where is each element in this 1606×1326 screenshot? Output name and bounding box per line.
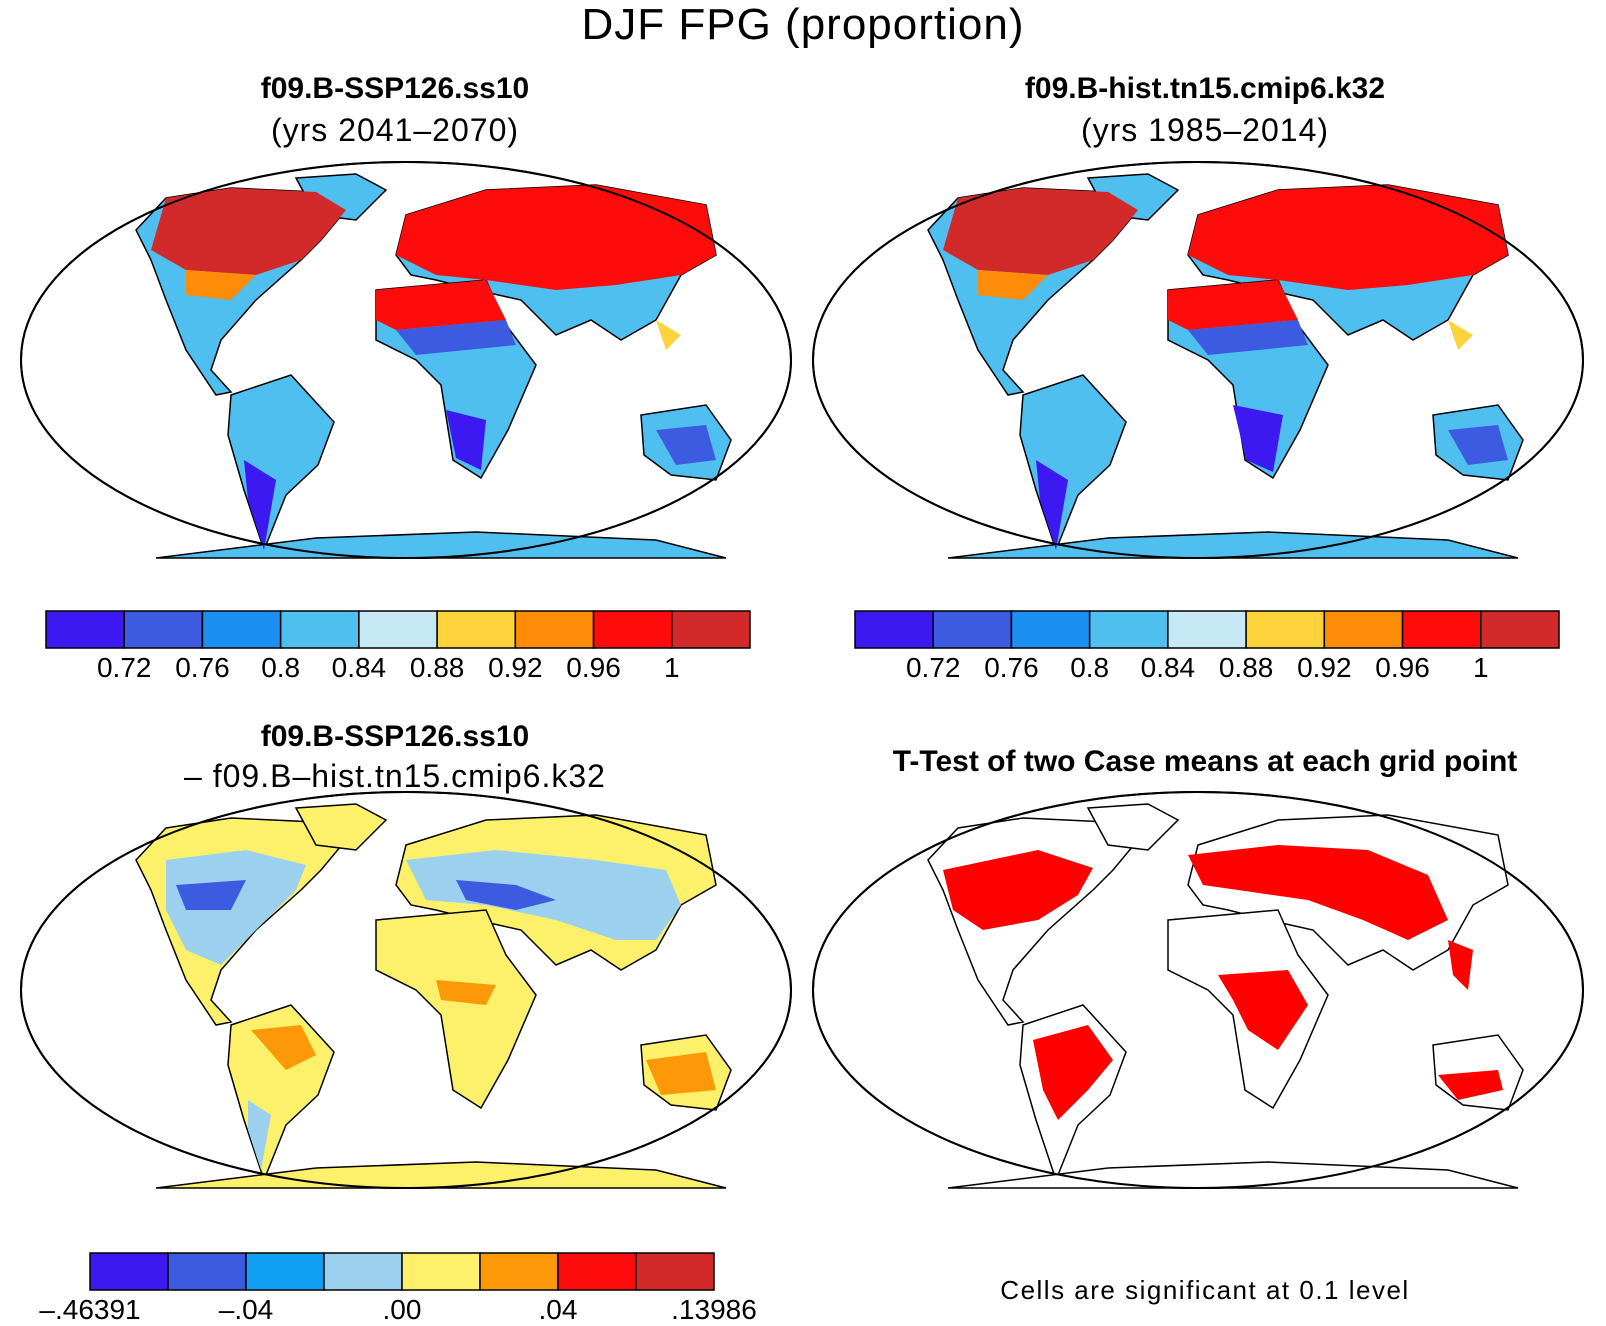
map-bl-fill — [166, 850, 716, 1170]
cb-bl-swatch-2 — [245, 1252, 325, 1291]
cb-tr-swatch-2 — [1010, 610, 1091, 649]
cb-tr-swatch-1 — [932, 610, 1013, 649]
panel-bl-title: f09.B-SSP126.ss10 — [260, 720, 530, 753]
map-tr — [812, 161, 1584, 559]
map-tr-fill — [943, 185, 1508, 550]
cb-tr-label-0: 0.72 — [905, 652, 961, 683]
panel-tl-subtitle: (yrs 2041–2070) — [270, 112, 520, 148]
cb-tr-swatch-0 — [854, 610, 934, 649]
cb-tr-label-1: 0.76 — [984, 652, 1039, 683]
cb-tl-swatch-1 — [123, 610, 204, 649]
cb-bl-label-4: .13986 — [671, 1294, 757, 1325]
cb-tl-label-5: 0.92 — [488, 652, 543, 683]
panel-bl-subtitle: – f09.B–hist.tn15.cmip6.k32 — [184, 758, 606, 794]
cb-bl-label-2: .00 — [382, 1294, 422, 1325]
cb-bl-swatch-4 — [401, 1252, 481, 1291]
cb-tl-swatch-4 — [358, 610, 438, 649]
cb-tr-label-4: 0.88 — [1218, 652, 1274, 683]
cb-tr-swatch-8 — [1480, 610, 1560, 649]
map-tl-fill — [151, 185, 716, 550]
cb-bl-swatch-3 — [323, 1252, 403, 1291]
panel-tr-title: f09.B-hist.tn15.cmip6.k32 — [1024, 72, 1386, 105]
map-bl — [20, 791, 792, 1189]
cb-bl-swatch-5 — [479, 1252, 559, 1291]
cb-tl-swatch-5 — [436, 610, 517, 649]
colorbar-bl — [89, 1252, 715, 1291]
cb-tl-swatch-6 — [514, 610, 595, 649]
cb-tr-label-2: 0.8 — [1070, 652, 1110, 683]
colorbar-tl — [45, 610, 751, 649]
cb-bl-swatch-1 — [167, 1252, 247, 1291]
cb-tl-swatch-2 — [201, 610, 282, 649]
cb-tl-swatch-8 — [671, 610, 751, 649]
cb-bl-swatch-6 — [557, 1252, 637, 1291]
map-br — [812, 791, 1584, 1189]
cb-tr-swatch-6 — [1323, 610, 1404, 649]
cb-tl-label-1: 0.76 — [175, 652, 230, 683]
cb-bl-label-0: –.46391 — [39, 1294, 141, 1325]
cb-tr-label-7: 1 — [1472, 652, 1489, 683]
panel-tl-title: f09.B-SSP126.ss10 — [260, 72, 530, 105]
cb-tl-label-4: 0.88 — [409, 652, 465, 683]
colorbar-tr — [854, 610, 1560, 649]
cb-bl-label-3: .04 — [538, 1294, 578, 1325]
panel-br-title: T-Test of two Case means at each grid po… — [892, 745, 1518, 778]
cb-tr-label-6: 0.96 — [1375, 652, 1430, 683]
cb-tl-label-0: 0.72 — [96, 652, 152, 683]
cb-tr-swatch-7 — [1401, 610, 1482, 649]
cb-tr-swatch-5 — [1245, 610, 1326, 649]
cb-tr-swatch-4 — [1167, 610, 1247, 649]
map-tl — [20, 161, 792, 559]
map-br-significant — [943, 845, 1503, 1120]
cb-tl-swatch-0 — [45, 610, 125, 649]
cb-bl-swatch-7 — [635, 1252, 715, 1291]
cb-tl-label-3: 0.84 — [331, 652, 387, 683]
panel-tr-subtitle: (yrs 1985–2014) — [1080, 112, 1330, 148]
cb-bl-swatch-0 — [89, 1252, 169, 1291]
cb-tl-label-2: 0.8 — [261, 652, 301, 683]
cb-tl-swatch-7 — [592, 610, 673, 649]
figure-title: DJF FPG (proportion) — [581, 0, 1025, 49]
cb-tl-label-6: 0.96 — [566, 652, 621, 683]
cb-tl-label-7: 1 — [663, 652, 680, 683]
cb-tl-swatch-3 — [279, 610, 360, 649]
cb-bl-label-1: –.04 — [218, 1294, 274, 1325]
cb-tr-swatch-3 — [1088, 610, 1169, 649]
cb-tr-label-5: 0.92 — [1297, 652, 1352, 683]
ttest-note: Cells are significant at 0.1 level — [1000, 1275, 1410, 1305]
cb-tr-label-3: 0.84 — [1140, 652, 1196, 683]
